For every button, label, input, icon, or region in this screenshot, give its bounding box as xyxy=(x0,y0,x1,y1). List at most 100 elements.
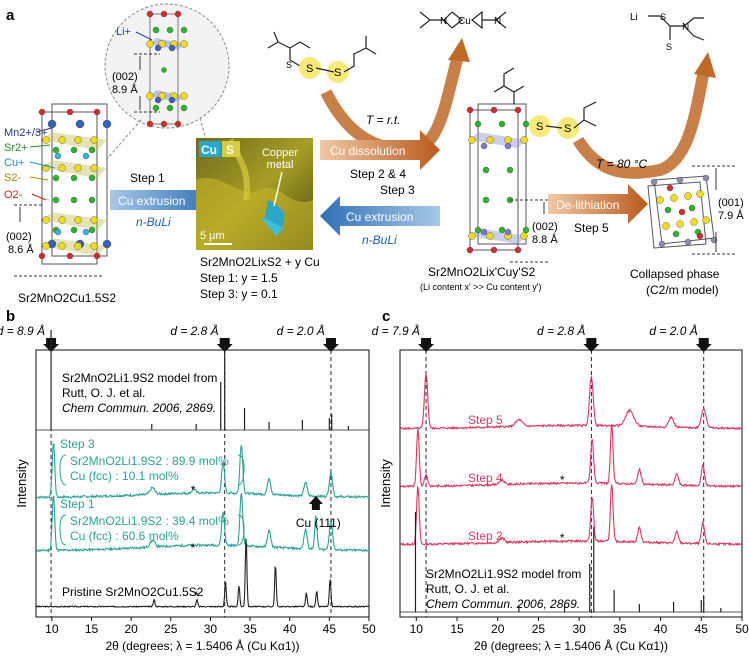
atom xyxy=(180,92,188,100)
xrd-chart-b: 10 15 20 25 30 35 40 45 50 2θ (degrees; λ = 1.540… xyxy=(0,323,376,653)
atom xyxy=(180,104,188,112)
d-marker-label: d = 8.9 Å xyxy=(0,323,45,338)
step1-label: Step 1 xyxy=(130,171,165,185)
atom xyxy=(42,136,50,144)
impurity-star-pristine: * xyxy=(194,589,199,603)
atom xyxy=(88,196,96,204)
atom xyxy=(688,204,696,212)
series-line xyxy=(399,484,743,547)
atom xyxy=(174,10,182,18)
model-ref-line2: Rutt, O. J. et al. xyxy=(62,386,145,400)
atom xyxy=(474,120,482,128)
sem-s-text: S xyxy=(226,143,234,157)
x-tick-label: 40 xyxy=(654,622,668,636)
x-axis-label: 2θ (degrees; λ = 1.5406 Å (Cu Kα1)) xyxy=(105,638,299,653)
atom xyxy=(662,222,670,230)
atom xyxy=(174,120,182,128)
mid-step1: Step 1: y = 1.5 xyxy=(200,271,278,285)
atom xyxy=(54,152,62,160)
atom xyxy=(486,136,494,144)
impurity-star-step1: * xyxy=(191,541,196,555)
step3-bracket-right xyxy=(237,454,245,486)
sem-cu-box xyxy=(199,141,221,157)
orange-curve-arrowhead-2 xyxy=(694,52,716,78)
atom xyxy=(490,246,498,254)
atom xyxy=(42,216,50,224)
step1-bracket-right xyxy=(237,514,245,546)
atom xyxy=(490,106,498,114)
x-tick-label: 35 xyxy=(243,622,257,636)
model-ref-line3: Chem Commun. 2006, 2869. xyxy=(426,597,580,611)
step3-cu-extrusion: Cu extrusion xyxy=(346,210,413,224)
li-s-label: Li xyxy=(630,12,638,23)
d-marker-arrow xyxy=(418,338,435,352)
left-spacing-bracket xyxy=(14,204,104,277)
y-axis-label: Intensity xyxy=(14,459,29,508)
atom xyxy=(676,176,684,184)
atom xyxy=(160,120,168,128)
atom xyxy=(102,239,112,249)
atom xyxy=(90,242,98,250)
sem-copper-pointer xyxy=(273,171,283,207)
atom xyxy=(522,226,530,234)
atom xyxy=(74,164,82,172)
atom xyxy=(161,67,167,73)
atom xyxy=(58,216,66,224)
x-tick-label: 10 xyxy=(45,622,59,636)
mol2-s2: S xyxy=(564,123,571,135)
left-compound: Sr2MnO2Cu1.5S2 xyxy=(18,291,116,305)
atom xyxy=(154,44,162,52)
atom xyxy=(690,218,698,226)
d-marker-label: d = 2.8 Å xyxy=(537,323,585,338)
x-tick-label: 15 xyxy=(85,622,99,636)
x-tick-label: 30 xyxy=(204,622,218,636)
atom xyxy=(70,146,78,154)
atom xyxy=(498,120,506,128)
collapsed-model: (C2/m model) xyxy=(646,283,719,297)
d-marker-label: d = 2.0 Å xyxy=(649,323,697,338)
mid-formula: Sr2MnO2LixS2 + y Cu xyxy=(200,255,320,269)
atom xyxy=(696,190,704,198)
d-marker-arrow xyxy=(322,338,339,352)
collapsed-atoms xyxy=(650,174,718,248)
atom xyxy=(88,174,96,182)
atom xyxy=(678,208,686,216)
d-marker-label: d = 2.8 Å xyxy=(170,323,218,338)
complex-cu: Cu xyxy=(458,16,471,27)
right-note: (Li content x' >> Cu content y') xyxy=(420,282,542,292)
atom xyxy=(74,242,82,250)
ion-pointers xyxy=(29,127,56,201)
cu111-label: Cu (111) xyxy=(296,516,341,530)
atom xyxy=(52,174,60,182)
atom xyxy=(70,196,78,204)
atom xyxy=(480,228,488,236)
atom xyxy=(47,119,57,129)
inset-magnified xyxy=(104,3,230,161)
x-tick-label: 25 xyxy=(532,622,546,636)
collapsed-spacing-label: (001) 7.9 Å xyxy=(718,197,744,222)
ion-o-label: O2- xyxy=(4,189,23,201)
x-tick-label: 50 xyxy=(735,622,749,636)
right-crystal-atoms xyxy=(466,106,530,254)
sem-s-box xyxy=(222,141,240,157)
y-axis-label: Intensity xyxy=(378,459,393,508)
atom xyxy=(90,136,98,144)
plot-frame xyxy=(35,349,370,618)
atom xyxy=(514,246,522,254)
li-n-atom: N xyxy=(682,22,689,33)
mol2-s1: S xyxy=(536,121,543,133)
impurity-star-step2: * xyxy=(560,531,565,545)
right-spacing-bracket xyxy=(510,199,550,263)
d-marker-arrow xyxy=(695,338,712,352)
atom xyxy=(468,232,476,240)
atom xyxy=(482,196,490,204)
atom xyxy=(650,178,658,186)
atom xyxy=(466,106,474,114)
atom xyxy=(152,104,160,112)
atom xyxy=(146,40,154,48)
atom xyxy=(676,220,684,228)
atom xyxy=(666,184,674,192)
atom xyxy=(522,120,530,128)
x-tick-label: 20 xyxy=(491,622,505,636)
panel-c-label: c xyxy=(382,308,390,325)
